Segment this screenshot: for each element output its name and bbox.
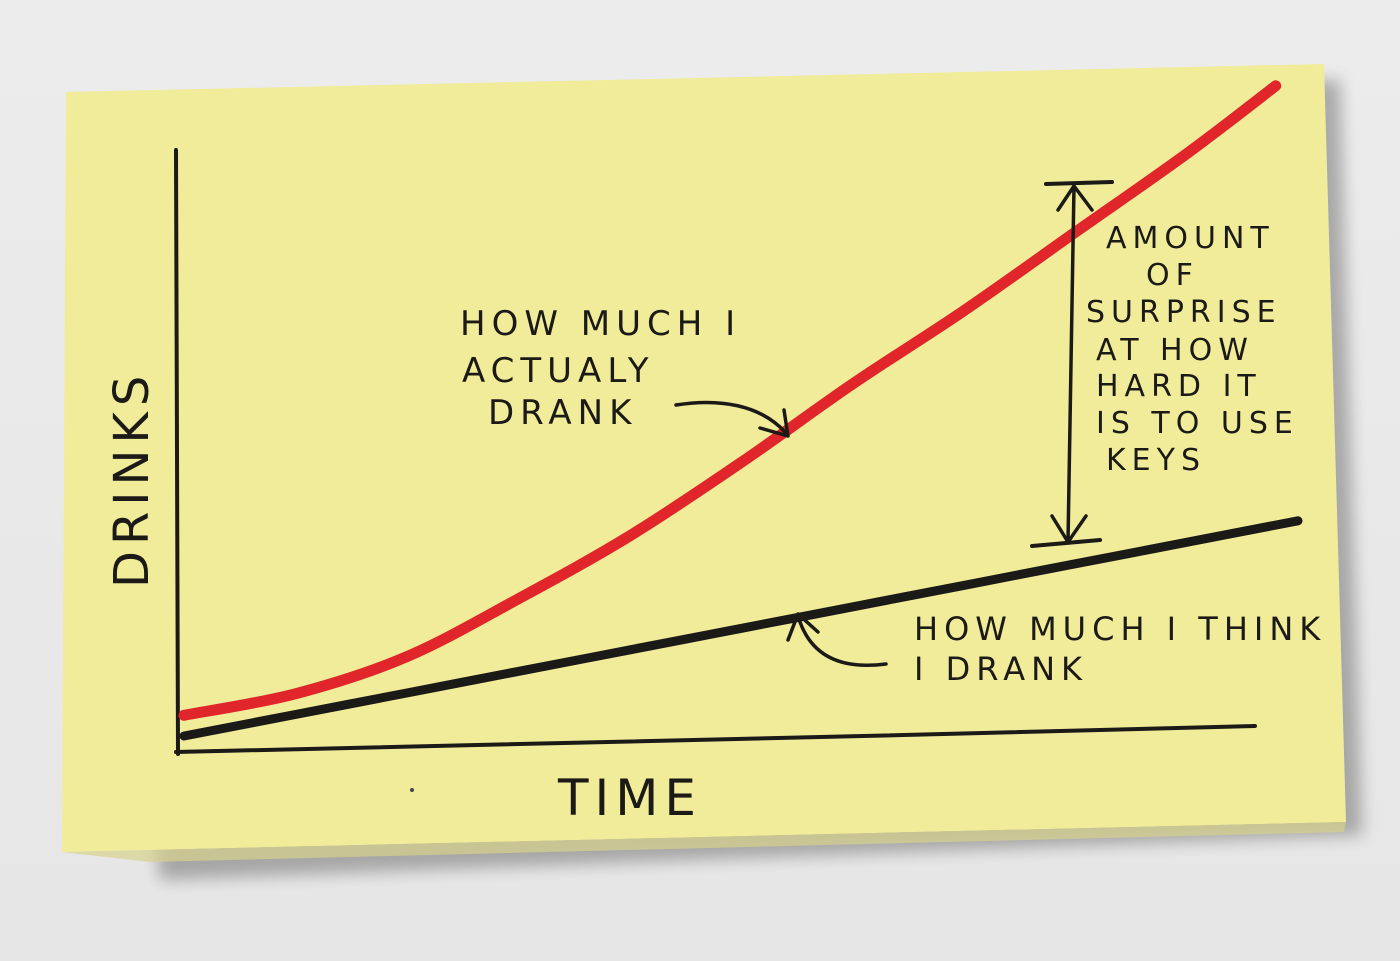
surprise-arrowhead-top (1056, 184, 1094, 212)
annotation-actual-line-1: HOW MUCH I (460, 304, 741, 344)
x-axis (174, 724, 1257, 754)
annotation-surprise-line-1: AMOUNT (1106, 221, 1275, 256)
annotation-surprise-line-4: AT HOW (1096, 333, 1254, 368)
surprise-bottom-bar (1030, 538, 1102, 548)
annotation-actual: HOW MUCH I ACTUALY DRANK (460, 304, 790, 438)
x-axis-label: TIME (557, 769, 702, 827)
sticky-note (62, 64, 1346, 852)
series-line-actually-drank (178, 80, 1282, 721)
annotation-surprise-line-3: SURPRISE (1086, 295, 1282, 330)
annotation-surprise-line-2: OF (1146, 258, 1199, 293)
paper-speck (410, 788, 414, 792)
annotation-surprise-line-7: KEYS (1106, 443, 1206, 478)
y-axis-label: DRINKS (104, 370, 160, 588)
annotation-actual-line-3: DRANK (488, 393, 637, 433)
annotation-actual-arrowhead (758, 408, 790, 438)
surprise-arrowhead-bottom (1050, 514, 1088, 544)
annotation-actual-line-2: ACTUALY (462, 351, 655, 391)
annotation-surprise-line-6: IS TO USE (1096, 406, 1299, 441)
annotation-surprise-line-5: HARD IT (1096, 369, 1262, 404)
surprise-gap-arrow (1066, 184, 1076, 544)
annotation-think: HOW MUCH I THINK I DRANK (786, 610, 1326, 688)
annotation-actual-arrow (674, 400, 787, 434)
note-edge (62, 822, 1346, 862)
surprise-top-bar (1044, 180, 1114, 186)
y-axis (174, 148, 180, 756)
annotation-think-arrow (798, 620, 888, 667)
annotation-think-arrowhead (786, 612, 820, 642)
series-line-think-drank (179, 516, 1303, 741)
annotation-think-line-1: HOW MUCH I THINK (914, 610, 1326, 648)
annotation-think-line-2: I DRANK (914, 650, 1088, 688)
annotation-surprise: AMOUNT OF SURPRISE AT HOW HARD IT IS TO … (1030, 180, 1299, 548)
